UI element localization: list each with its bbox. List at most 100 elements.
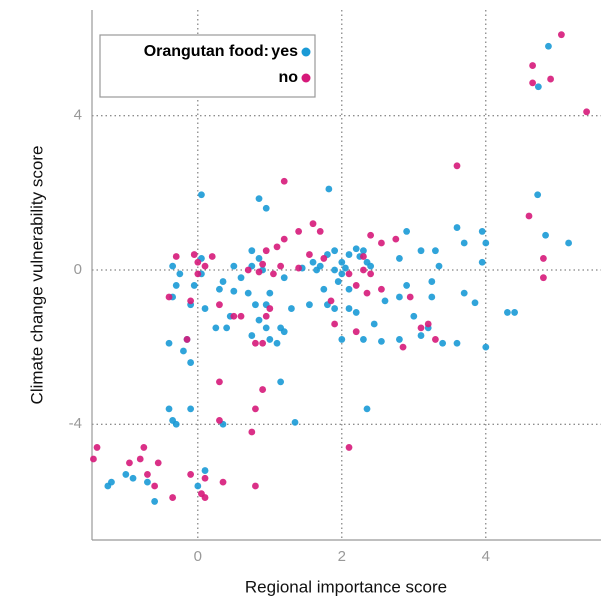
- point: [187, 297, 195, 305]
- point: [428, 293, 436, 301]
- point: [306, 301, 313, 309]
- y-tick-label: 0: [74, 261, 82, 278]
- point: [248, 332, 256, 339]
- point: [180, 347, 187, 355]
- point: [399, 343, 407, 351]
- point: [252, 405, 259, 413]
- point: [216, 417, 223, 424]
- point: [201, 474, 209, 482]
- point: [367, 270, 375, 278]
- point: [378, 239, 385, 247]
- point: [244, 266, 252, 274]
- point: [320, 255, 328, 262]
- point: [370, 320, 378, 328]
- point: [129, 474, 137, 482]
- point: [201, 305, 209, 312]
- point: [248, 247, 256, 255]
- point: [266, 336, 274, 343]
- point: [201, 262, 209, 270]
- point: [187, 405, 195, 413]
- point: [352, 245, 360, 253]
- point: [122, 471, 130, 478]
- point: [262, 324, 270, 332]
- point: [453, 162, 461, 170]
- point: [126, 459, 133, 467]
- point: [169, 262, 177, 270]
- point: [216, 301, 223, 309]
- point: [273, 243, 281, 251]
- point: [266, 289, 274, 297]
- point: [363, 405, 371, 413]
- point: [392, 235, 400, 243]
- point: [309, 258, 317, 266]
- point: [396, 293, 403, 301]
- point: [280, 274, 288, 282]
- point: [104, 482, 112, 490]
- point: [360, 336, 367, 343]
- point: [144, 471, 151, 478]
- point: [439, 339, 447, 347]
- point: [280, 177, 288, 185]
- point: [511, 309, 519, 316]
- point: [460, 239, 468, 247]
- point: [90, 455, 97, 463]
- point: [230, 262, 238, 270]
- point: [219, 478, 227, 486]
- point: [534, 83, 542, 91]
- point: [252, 482, 259, 490]
- point: [565, 239, 573, 247]
- point: [378, 337, 385, 345]
- point: [270, 270, 277, 278]
- point: [194, 270, 202, 278]
- point: [230, 312, 238, 320]
- point: [331, 266, 339, 274]
- point: [396, 336, 403, 343]
- x-tick-label: 0: [194, 548, 202, 565]
- legend-box: [99, 34, 316, 98]
- point: [545, 42, 552, 50]
- y-tick-label: -4: [69, 415, 82, 432]
- point: [331, 305, 339, 312]
- point: [151, 498, 159, 505]
- point: [237, 312, 245, 320]
- point: [345, 285, 353, 293]
- point: [338, 336, 346, 343]
- point: [219, 278, 227, 285]
- point: [288, 305, 295, 312]
- point: [165, 339, 173, 347]
- point: [453, 224, 461, 231]
- point: [482, 343, 490, 351]
- point: [259, 260, 267, 268]
- point: [208, 253, 216, 260]
- point: [331, 320, 339, 328]
- point: [262, 247, 270, 255]
- point: [338, 258, 346, 266]
- point: [504, 309, 511, 316]
- point: [262, 204, 270, 212]
- point: [176, 270, 184, 278]
- point: [583, 108, 591, 116]
- point: [327, 297, 335, 305]
- point: [244, 289, 252, 297]
- point: [190, 282, 198, 289]
- point: [334, 278, 342, 285]
- point: [435, 262, 443, 270]
- point: [352, 328, 360, 336]
- legend-marker: [301, 73, 311, 83]
- point: [187, 359, 195, 366]
- point: [342, 264, 349, 272]
- point: [212, 324, 220, 332]
- point: [529, 62, 537, 69]
- point: [295, 228, 303, 235]
- point: [453, 339, 461, 347]
- point: [295, 264, 303, 272]
- point: [306, 251, 313, 258]
- point: [540, 274, 547, 282]
- point: [396, 255, 403, 262]
- point: [367, 231, 375, 239]
- point: [345, 251, 353, 258]
- point: [154, 459, 162, 467]
- point: [280, 235, 288, 243]
- point: [325, 185, 333, 193]
